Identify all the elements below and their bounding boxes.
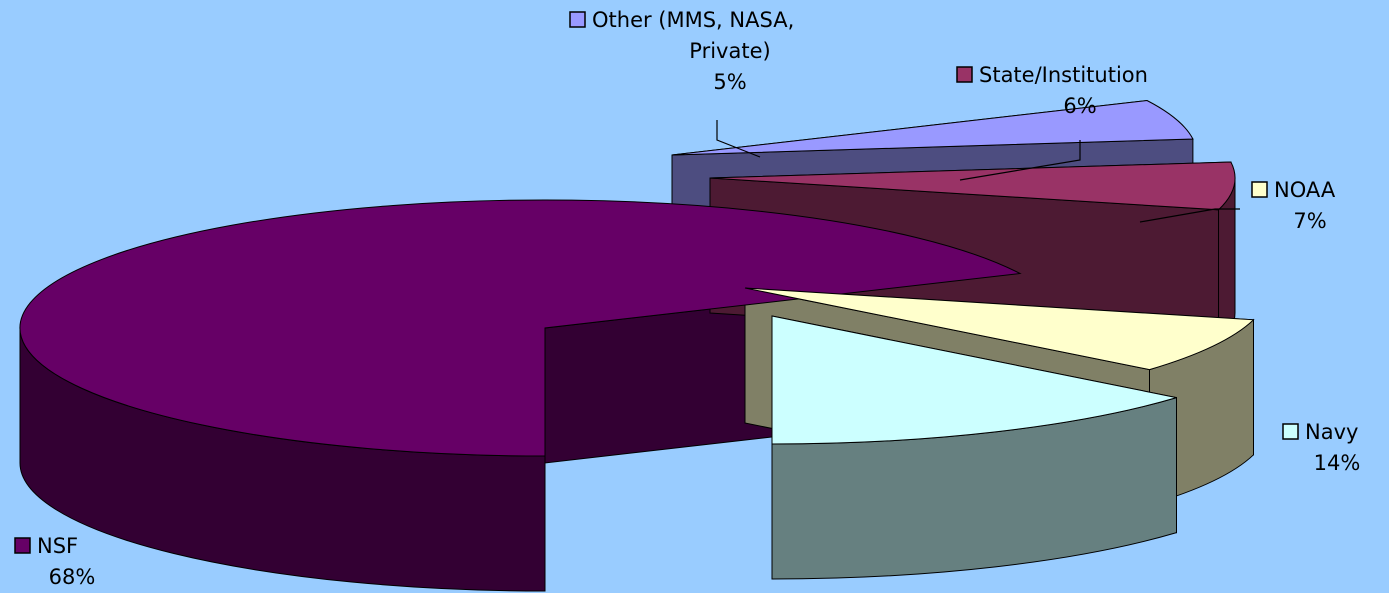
slice-other-mms-nasa-private	[671, 99, 1194, 156]
legend-swatch-state-institution	[956, 66, 973, 83]
slice-value-nsf: 68%	[49, 565, 96, 589]
leader-lines	[716, 120, 1240, 223]
slice-value-state-institution: 6%	[1063, 94, 1096, 118]
legend-swatch-nsf	[14, 537, 31, 554]
slice-label-noaa: NOAA	[1274, 178, 1336, 202]
slice-label-other-mms-nasa-private: Other (MMS, NASA,	[592, 8, 794, 32]
leader-line-state-institution	[959, 140, 1081, 181]
slice-label-state-institution: State/Institution	[979, 63, 1148, 87]
slice-state-institution	[709, 161, 1236, 211]
slice-value-navy: 14%	[1314, 451, 1361, 475]
legend-swatch-navy	[1282, 423, 1299, 440]
slice-nsf	[19, 199, 1022, 457]
slice-tops	[19, 99, 1255, 457]
slice-label-nsf: NSF	[37, 534, 78, 558]
legend-swatch-other-mms-nasa-private	[569, 11, 586, 28]
leader-line-other-mms-nasa-private	[716, 120, 761, 158]
slice-value-noaa: 7%	[1293, 209, 1326, 233]
leader-line-noaa	[1139, 208, 1240, 223]
slice-navy	[771, 315, 1177, 445]
slice-label-navy: Navy	[1305, 420, 1358, 444]
slice-value-other-mms-nasa-private: 5%	[713, 70, 746, 94]
slice-labels: NSF 68% Other (MMS, NASA, Private) 5% State/I…	[14, 8, 1361, 589]
slice-label-other-mms-nasa-private: Private)	[689, 39, 770, 63]
slice-noaa	[744, 287, 1255, 371]
legend-swatch-noaa	[1251, 181, 1268, 198]
